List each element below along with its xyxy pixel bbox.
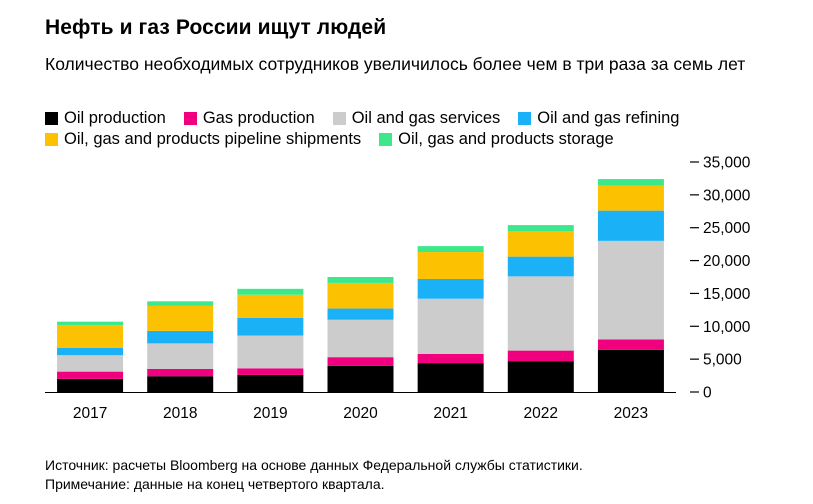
source-text: Источник: расчеты Bloomberg на основе да… <box>45 457 583 473</box>
chart-source: Источник: расчеты Bloomberg на основе да… <box>45 456 583 494</box>
bar-2020-series-5 <box>327 277 394 283</box>
y-tick-label: 30,000 <box>703 187 751 204</box>
legend-label-oil-gas-refining: Oil and gas refining <box>537 109 680 127</box>
bar-2021-series-5 <box>417 246 484 253</box>
legend-swatch-oil-production <box>45 112 58 125</box>
legend-item-oil-production: Oil production <box>45 108 166 129</box>
x-tick-label: 2021 <box>433 405 467 422</box>
x-tick-label: 2017 <box>73 405 107 422</box>
bar-2022-series-4 <box>507 231 574 257</box>
bar-2023-series-3 <box>597 210 664 241</box>
bar-2021-series-3 <box>417 278 484 299</box>
bar-2019-series-0 <box>237 374 304 392</box>
legend-swatch-pipeline-shipments <box>45 133 58 146</box>
legend-swatch-storage <box>379 133 393 146</box>
y-tick-label: 25,000 <box>703 220 751 237</box>
y-tick-label: 15,000 <box>703 286 751 303</box>
bar-2017-series-1 <box>57 371 124 379</box>
legend-swatch-gas-production <box>183 112 197 125</box>
chart-title: Нефть и газ России ищут людей <box>45 16 387 39</box>
bar-2018-series-0 <box>147 376 214 392</box>
x-tick-label: 2018 <box>163 405 197 422</box>
legend-item-oil-gas-refining: Oil and gas refining <box>518 108 679 129</box>
y-tick-label: 10,000 <box>703 319 751 336</box>
bar-2020-series-0 <box>327 365 394 392</box>
legend-swatch-oil-gas-refining <box>518 112 532 125</box>
bar-2022-series-2 <box>507 276 574 351</box>
bar-2023-series-4 <box>597 185 664 211</box>
legend-label-storage: Oil, gas and products storage <box>398 130 614 148</box>
bar-2019-series-2 <box>237 335 304 369</box>
legend-row-2: Oil, gas and products pipeline shipments… <box>45 129 785 150</box>
y-tick-label: 35,000 <box>703 155 751 172</box>
y-tick-label: 0 <box>703 385 712 402</box>
bar-2020-series-4 <box>327 282 394 309</box>
bar-2017-series-2 <box>57 355 124 372</box>
legend-item-storage: Oil, gas and products storage <box>379 129 614 150</box>
bar-2021-series-1 <box>417 353 484 364</box>
bar-2022-series-5 <box>507 225 574 231</box>
legend-item-pipeline-shipments: Oil, gas and products pipeline shipments <box>45 129 361 150</box>
legend-label-gas-production: Gas production <box>202 109 315 127</box>
x-tick-label: 2023 <box>614 405 648 422</box>
y-tick-label: 20,000 <box>703 253 751 270</box>
chart-subtitle: Количество необходимых сотрудников увели… <box>45 54 746 74</box>
legend-row-1: Oil production Gas production Oil and ga… <box>45 108 785 129</box>
bar-2019-series-3 <box>237 317 304 336</box>
legend: Oil production Gas production Oil and ga… <box>45 108 785 150</box>
bar-2021-series-4 <box>417 252 484 279</box>
bar-2018-series-1 <box>147 369 214 377</box>
bar-2019-series-1 <box>237 368 304 375</box>
x-tick-label: 2020 <box>343 405 378 422</box>
x-tick-label: 2019 <box>253 405 287 422</box>
bar-2022-series-3 <box>507 256 574 277</box>
legend-swatch-oil-gas-services <box>332 112 346 125</box>
legend-label-pipeline-shipments: Oil, gas and products pipeline shipments <box>64 130 362 148</box>
bar-2019-series-5 <box>237 288 304 295</box>
bar-2021-series-0 <box>417 363 484 392</box>
bar-2023-series-0 <box>597 349 664 392</box>
bar-2018-series-5 <box>147 301 214 306</box>
bar-2022-series-0 <box>507 361 574 392</box>
bar-2018-series-2 <box>147 343 214 369</box>
bar-2020-series-3 <box>327 308 394 320</box>
bar-2022-series-1 <box>507 350 574 362</box>
bar-2018-series-4 <box>147 305 214 331</box>
bar-2019-series-4 <box>237 294 304 318</box>
x-tick-label: 2022 <box>524 405 558 422</box>
y-tick-label: 5,000 <box>703 352 742 369</box>
legend-label-oil-production: Oil production <box>64 109 166 127</box>
bar-2017-series-3 <box>57 347 124 356</box>
bar-2023-series-1 <box>597 339 664 350</box>
bar-2017-series-5 <box>57 321 124 325</box>
bar-2018-series-3 <box>147 330 214 344</box>
bar-2017-series-4 <box>57 324 124 348</box>
bar-2020-series-2 <box>327 319 394 358</box>
bar-2021-series-2 <box>417 298 484 354</box>
legend-label-oil-gas-services: Oil and gas services <box>351 109 501 127</box>
bar-2023-series-5 <box>597 179 664 186</box>
note-text: Примечание: данные на конец четвертого к… <box>45 476 385 492</box>
bar-2023-series-2 <box>597 240 664 340</box>
legend-item-oil-gas-services: Oil and gas services <box>332 108 501 129</box>
stacked-bar-chart: 2017 2018 2019 2020 2021 2022 2023 0 5,000 10,000… <box>45 155 751 422</box>
bar-2020-series-1 <box>327 357 394 366</box>
legend-item-gas-production: Gas production <box>183 108 315 129</box>
bar-2017-series-0 <box>57 378 124 392</box>
